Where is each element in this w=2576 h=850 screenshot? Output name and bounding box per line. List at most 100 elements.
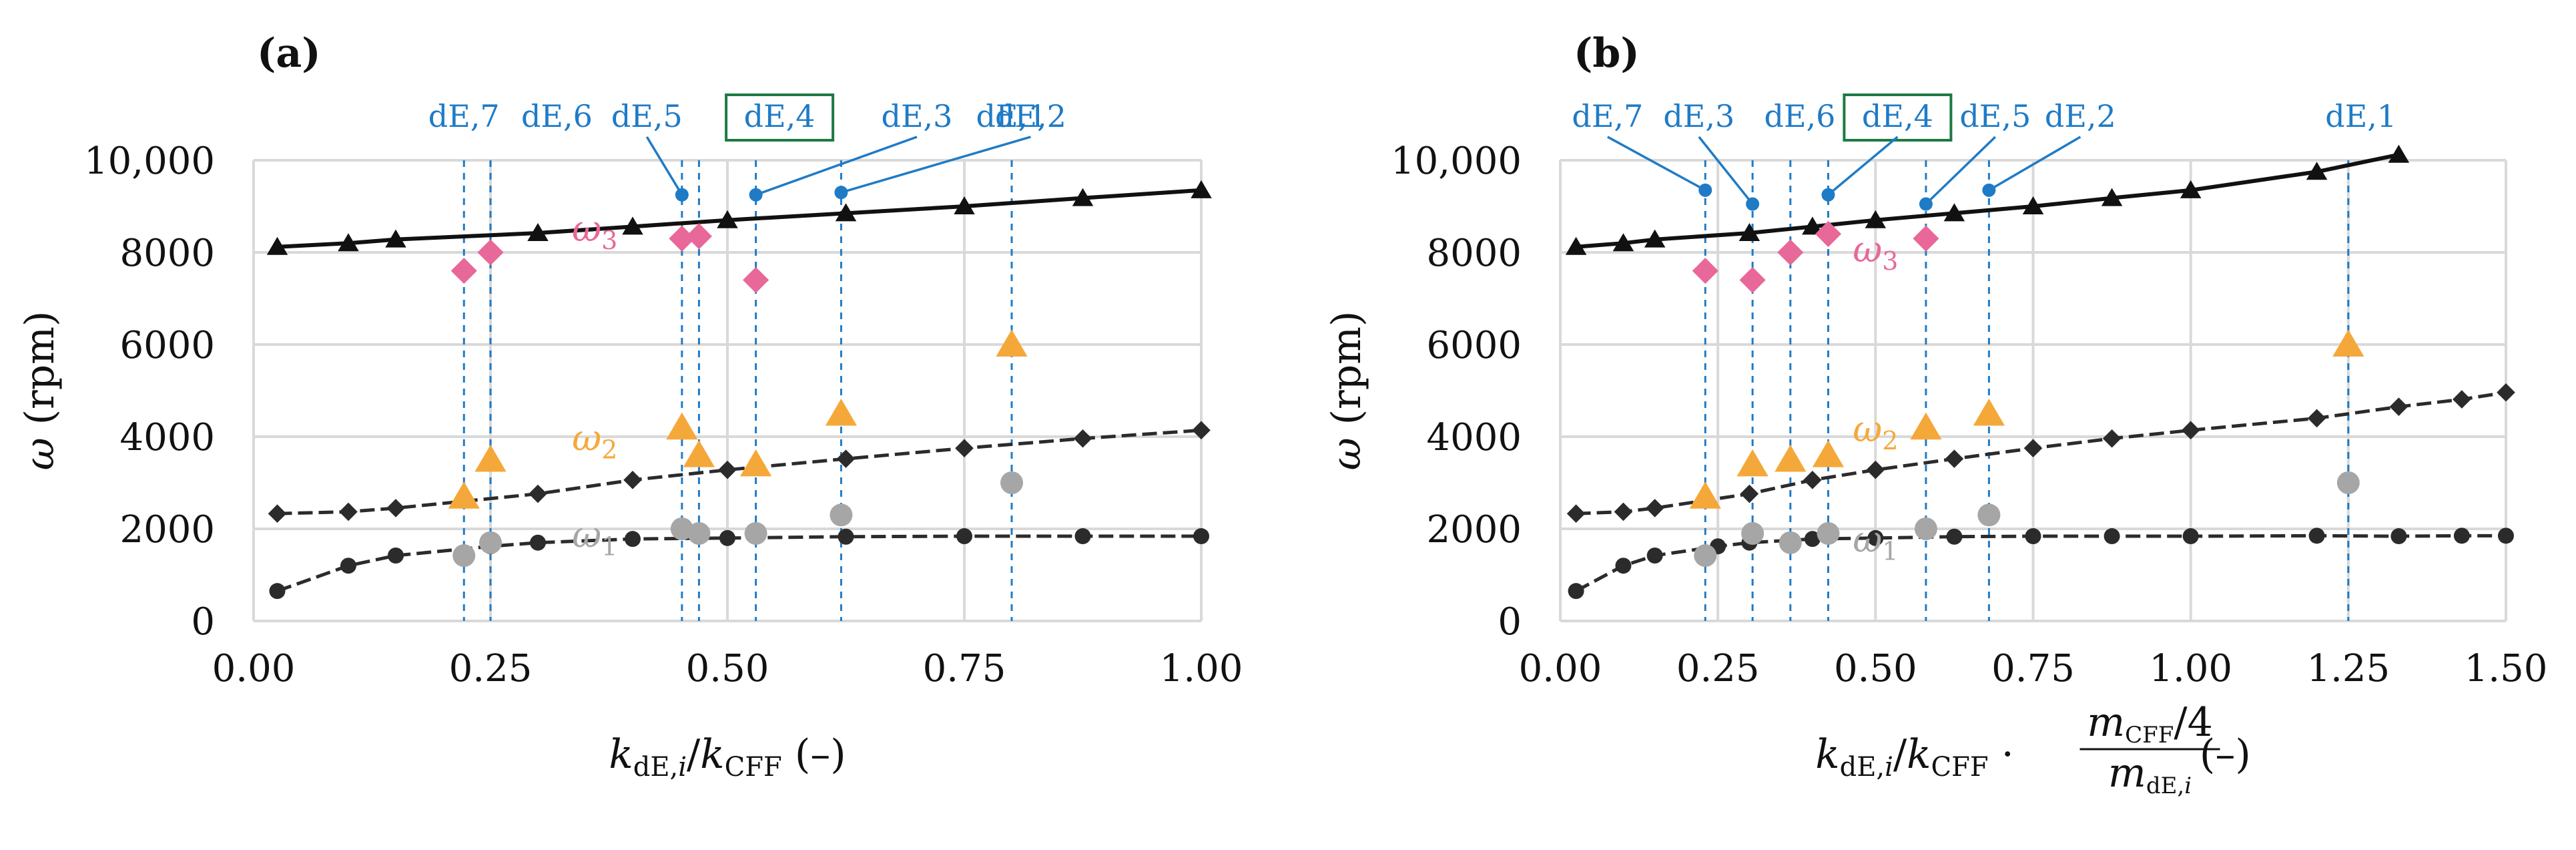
cff-curve-point	[2182, 528, 2199, 545]
cff-curve-line	[276, 534, 1201, 593]
cff-curve-point	[1073, 429, 1092, 448]
y-tick-label: 8000	[1426, 232, 1522, 275]
cff-curve-point	[1740, 484, 1759, 503]
omega2-point	[448, 481, 480, 509]
y-tick-label: 10,000	[1391, 140, 1522, 183]
cff-curve-point	[1565, 236, 1587, 255]
cff-curve-point	[718, 460, 737, 479]
de-leader-line	[1827, 136, 1899, 196]
x-tick-label: 0.25	[1676, 647, 1760, 690]
de-highlight-box	[725, 93, 835, 142]
omega2-point	[739, 449, 772, 477]
omega2-point	[825, 399, 858, 426]
cff-curve-point	[2101, 188, 2123, 206]
de-leader-dot	[1919, 197, 1933, 211]
de-label: dE,2	[995, 98, 1066, 134]
cff-curve-line	[1576, 152, 2400, 249]
omega1-point	[1741, 521, 1764, 545]
de-label: dE,6	[521, 98, 593, 134]
de-label: dE,7	[1572, 98, 1643, 134]
omega3-point	[1777, 239, 1804, 266]
cff-curve-point	[1804, 531, 1821, 548]
omega2-point	[1812, 440, 1845, 467]
de-label: dE,6	[1764, 98, 1836, 134]
x-axis-unit: (–)	[782, 731, 846, 778]
omega2-point	[1910, 412, 1942, 440]
x-axis-slash: /	[1893, 731, 1907, 778]
cff-curve-point	[2388, 144, 2410, 163]
cff-curve-point	[1645, 499, 1664, 517]
x-tick-label: 1.00	[1160, 647, 1243, 690]
cff-curve-point	[1867, 529, 1884, 546]
panel-label-a: (a)	[257, 30, 321, 77]
cff-curve-point	[838, 528, 854, 545]
cff-curve-point	[339, 502, 358, 521]
numerator-sub: CFF	[2125, 722, 2174, 749]
de-leader-dot	[1982, 183, 1996, 197]
cff-curve-line	[277, 428, 1202, 515]
y-tick-label: 0	[191, 600, 215, 644]
series-label-symbol: ω	[572, 208, 601, 250]
cff-curve-point	[338, 233, 359, 252]
de-leader-line	[1925, 136, 1997, 205]
y-tick-label: 4000	[119, 416, 215, 459]
cff-curve-point	[2498, 527, 2514, 544]
cff-curve-point	[1943, 203, 1965, 222]
x-axis-k2: k	[700, 731, 724, 778]
fraction-numerator: mCFF/4	[2087, 699, 2213, 749]
x-tick-label: 0.75	[923, 647, 1006, 690]
cff-curve-point	[1193, 528, 1209, 545]
y-axis-unit: (rpm)	[1323, 311, 1370, 438]
series-label-subscript: 2	[601, 435, 617, 465]
cff-curve-point	[1866, 460, 1885, 479]
series-label-symbol: ω	[572, 514, 601, 556]
omega1-point	[1779, 531, 1802, 554]
x-axis-sub1: dE,	[1840, 752, 1885, 783]
cff-curve-point	[956, 528, 972, 545]
omega2-point	[996, 329, 1028, 357]
cff-curve-point	[2453, 527, 2470, 544]
omega3-point	[1739, 266, 1766, 293]
y-tick-label: 2000	[119, 508, 215, 552]
de-leader-dot	[749, 188, 763, 202]
cff-curve-point	[1945, 449, 1964, 468]
x-tick-label: 1.25	[2306, 647, 2390, 690]
cff-curve-line	[1576, 391, 2507, 515]
cff-curve-point	[266, 236, 288, 255]
cff-curve-point	[2453, 390, 2471, 409]
series-label-symbol: ω	[1853, 408, 1882, 450]
y-axis-symbol: ω	[1323, 437, 1370, 470]
omega1-point	[1694, 544, 1717, 568]
cff-curve-point	[717, 210, 738, 228]
de-leader-dot	[1821, 188, 1835, 202]
cff-curve-point	[268, 504, 287, 523]
omega2-point	[1775, 445, 1807, 472]
x-tick-label: 1.00	[2149, 647, 2232, 690]
omega1-point	[744, 521, 767, 545]
omega2-point	[666, 412, 698, 440]
cff-curve-point	[1072, 188, 1094, 206]
chart-panel-a: 0 2000 4000 6000 8000 10,000 0.00 0.25 0.50 0.75 1…	[17, 93, 1243, 783]
fraction-denominator: mdE,i	[2108, 750, 2192, 799]
numerator-m: m	[2087, 699, 2125, 746]
omega1-point	[670, 517, 693, 540]
x-tick-label: 0.50	[1834, 647, 1917, 690]
x-axis-sub2: CFF	[1931, 752, 1989, 783]
denominator-i: i	[2184, 773, 2192, 799]
x-tick-label: 0.50	[686, 647, 769, 690]
series-label-symbol: ω	[1853, 519, 1882, 561]
omega1-point	[1914, 517, 1937, 540]
y-tick-label: 8000	[119, 232, 215, 275]
omega1-point	[1977, 503, 2001, 527]
series-label: ω2	[572, 417, 617, 465]
de-leader-line	[840, 136, 1031, 194]
de-label: dE,1	[976, 98, 1048, 134]
de-leader-line	[1988, 136, 2081, 192]
cff-curve-point	[955, 439, 974, 458]
cff-curve-point	[530, 534, 546, 551]
de-leader-dot	[834, 186, 848, 200]
cff-curve-point	[1566, 504, 1586, 523]
cff-curve-point	[954, 196, 975, 214]
chart-panel-b: 0 2000 4000 6000 8000 10,000 0.00 0.25 0.50 0.75 1…	[1323, 93, 2547, 799]
cff-curve-point	[836, 449, 856, 468]
